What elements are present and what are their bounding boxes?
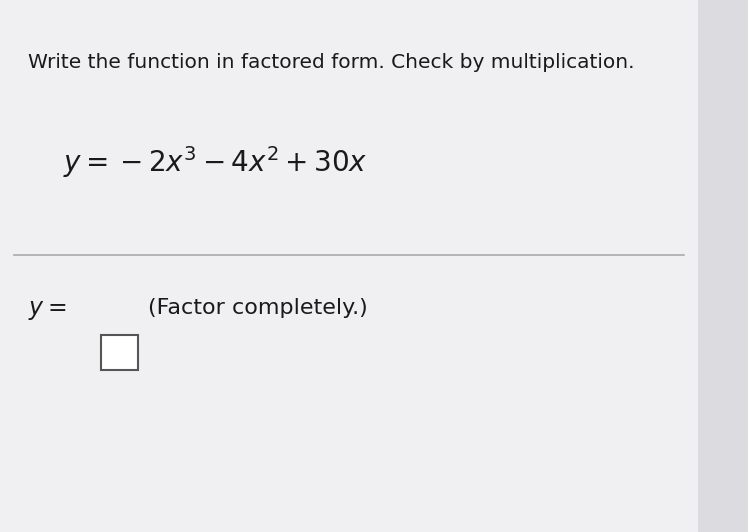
Text: $y = -2x^3 - 4x^2 + 30x$: $y = -2x^3 - 4x^2 + 30x$	[63, 144, 367, 179]
Bar	[101, 335, 138, 370]
Text: (Factor completely.): (Factor completely.)	[148, 298, 368, 318]
Text: $y =$: $y =$	[28, 298, 67, 322]
Text: Write the function in factored form. Check by multiplication.: Write the function in factored form. Che…	[28, 53, 634, 72]
FancyBboxPatch shape	[0, 0, 698, 532]
